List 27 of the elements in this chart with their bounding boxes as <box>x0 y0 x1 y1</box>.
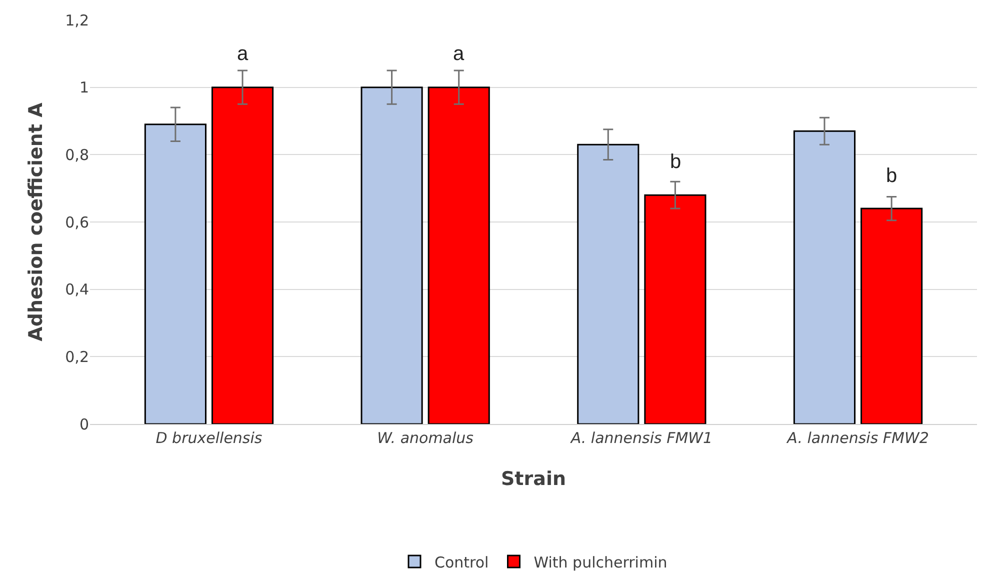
y-tick-label: 1,2 <box>65 11 89 30</box>
x-tick-label: W. anomalus <box>377 429 474 447</box>
y-tick-label: 0,6 <box>65 213 89 232</box>
y-tick-label: 0,4 <box>65 280 89 299</box>
bar <box>860 208 923 424</box>
y-axis-title: Adhesion coefficient A <box>25 102 47 342</box>
bar <box>360 86 423 424</box>
x-tick-label: D bruxellensis <box>156 429 262 447</box>
y-tick-label: 0 <box>79 415 89 434</box>
annotation: b <box>670 151 682 173</box>
bar <box>793 130 856 424</box>
x-tick-label: A. lannensis FMW2 <box>786 429 929 447</box>
bar <box>211 86 274 424</box>
annotation: a <box>453 43 465 65</box>
x-axis-title: Strain <box>501 468 566 490</box>
x-tick-label: A. lannensis FMW1 <box>570 429 713 447</box>
legend-label: Control <box>434 553 489 572</box>
bar <box>644 194 706 424</box>
y-tick-label: 1 <box>79 78 89 97</box>
y-tick-label: 0,2 <box>65 348 89 366</box>
bar <box>144 124 206 424</box>
y-tick-label: 0,8 <box>65 146 89 164</box>
legend-label: With pulcherrimin <box>534 553 668 572</box>
annotation: b <box>886 165 898 187</box>
bar <box>428 86 490 424</box>
annotation: a <box>237 43 249 65</box>
bar <box>577 144 640 424</box>
